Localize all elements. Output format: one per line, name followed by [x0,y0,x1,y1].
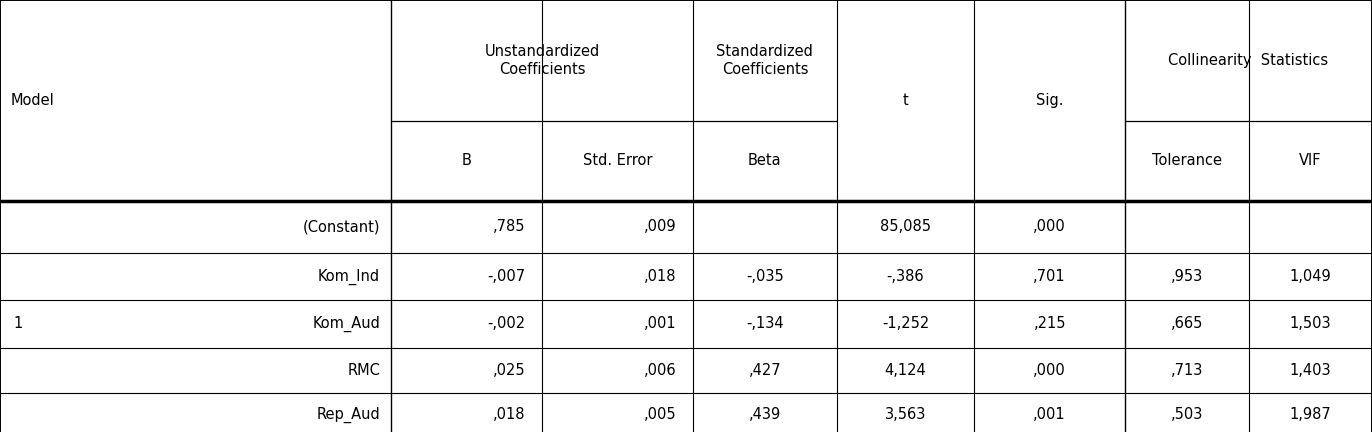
Text: ,953: ,953 [1170,269,1203,284]
Text: Tolerance: Tolerance [1151,153,1222,168]
Text: ,018: ,018 [643,269,676,284]
Text: VIF: VIF [1299,153,1321,168]
Text: 85,085: 85,085 [879,219,932,234]
Text: 1,049: 1,049 [1290,269,1331,284]
Text: ,006: ,006 [643,363,676,378]
Text: -,035: -,035 [746,269,783,284]
Text: Unstandardized
Coefficients: Unstandardized Coefficients [484,44,600,77]
Text: 3,563: 3,563 [885,407,926,422]
Text: ,000: ,000 [1033,219,1066,234]
Text: ,025: ,025 [493,363,525,378]
Text: ,439: ,439 [749,407,781,422]
Text: (Constant): (Constant) [303,219,380,234]
Text: Collinearity  Statistics: Collinearity Statistics [1169,53,1328,68]
Text: -,002: -,002 [487,317,525,331]
Text: ,005: ,005 [643,407,676,422]
Text: ,001: ,001 [1033,407,1066,422]
Text: -,007: -,007 [487,269,525,284]
Text: -1,252: -1,252 [882,317,929,331]
Text: ,009: ,009 [643,219,676,234]
Text: 4,124: 4,124 [885,363,926,378]
Text: B: B [461,153,472,168]
Text: ,785: ,785 [493,219,525,234]
Text: Kom_Aud: Kom_Aud [313,316,380,332]
Text: ,665: ,665 [1170,317,1203,331]
Text: Rep_Aud: Rep_Aud [317,407,380,423]
Text: Beta: Beta [748,153,782,168]
Text: 1,503: 1,503 [1290,317,1331,331]
Text: RMC: RMC [347,363,380,378]
Text: 1,987: 1,987 [1290,407,1331,422]
Text: 1,403: 1,403 [1290,363,1331,378]
Text: ,427: ,427 [749,363,781,378]
Text: ,701: ,701 [1033,269,1066,284]
Text: Standardized
Coefficients: Standardized Coefficients [716,44,814,77]
Text: -,134: -,134 [746,317,783,331]
Text: 1: 1 [14,317,23,331]
Text: Model: Model [11,93,55,108]
Text: ,503: ,503 [1170,407,1203,422]
Text: Std. Error: Std. Error [583,153,652,168]
Text: ,001: ,001 [643,317,676,331]
Text: Kom_Ind: Kom_Ind [318,268,380,285]
Text: Sig.: Sig. [1036,93,1063,108]
Text: ,018: ,018 [493,407,525,422]
Text: -,386: -,386 [886,269,925,284]
Text: ,215: ,215 [1033,317,1066,331]
Text: ,713: ,713 [1170,363,1203,378]
Text: t: t [903,93,908,108]
Text: ,000: ,000 [1033,363,1066,378]
